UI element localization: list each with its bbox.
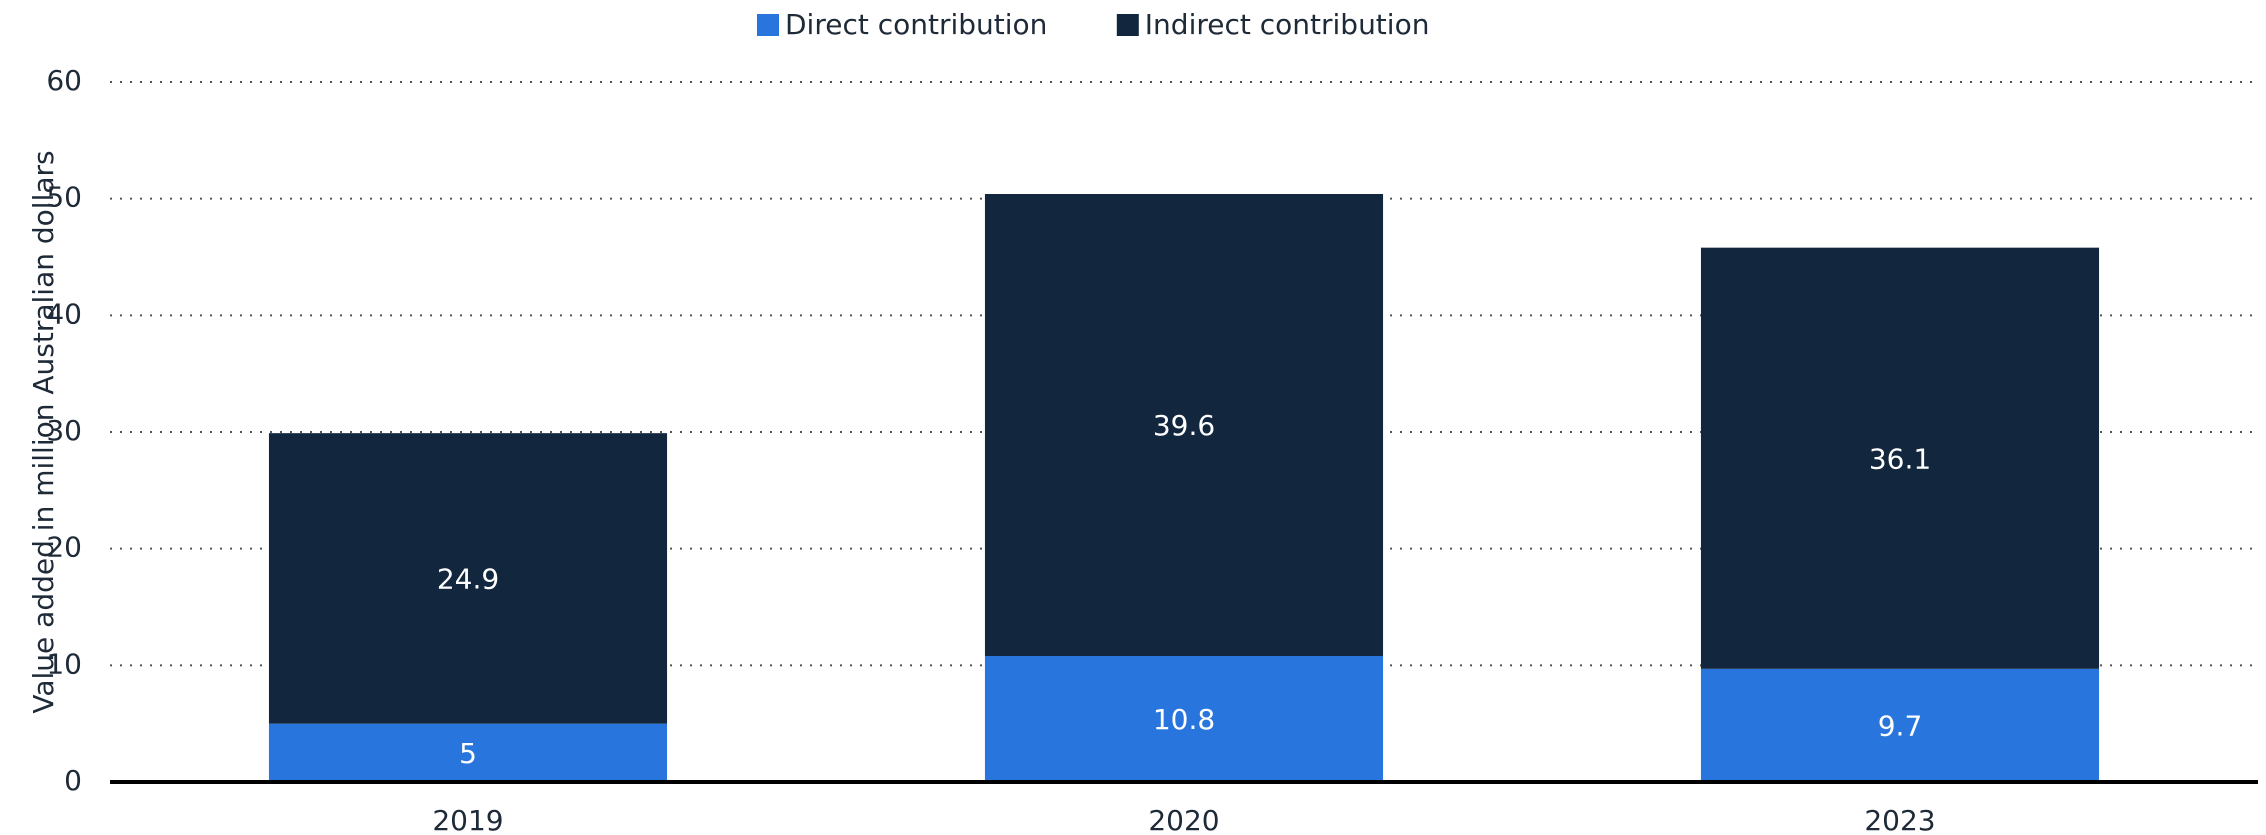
y-tick-label: 10 [46,647,82,680]
y-tick-label: 60 [46,64,82,97]
data-label: 24.9 [437,562,499,595]
y-tick-label: 0 [64,764,82,797]
legend-label: Indirect contribution [1145,8,1430,41]
y-tick-label: 40 [46,297,82,330]
bar-segment [984,656,1384,782]
y-tick-label: 20 [46,531,82,564]
data-label: 36.1 [1869,442,1931,475]
x-tick-label: 2023 [1864,804,1935,835]
data-label: 10.8 [1153,703,1215,736]
bar-segment [268,723,668,782]
data-label: 5 [459,737,477,770]
y-tick-label: 50 [46,181,82,214]
bar-segment [1700,668,2100,782]
bar-segment [984,194,1384,656]
bar-segment [1700,247,2100,669]
legend-label: Direct contribution [785,8,1047,41]
y-tick-label: 30 [46,414,82,447]
bar-segment [268,433,668,724]
legend-swatch [1116,14,1139,36]
legend-swatch [757,14,779,36]
x-tick-label: 2020 [1148,804,1219,835]
data-label: 39.6 [1153,409,1215,442]
data-label: 9.7 [1878,709,1923,742]
y-axis-label: Value added in million Australian dollar… [27,150,60,713]
x-tick-label: 2019 [432,804,503,835]
